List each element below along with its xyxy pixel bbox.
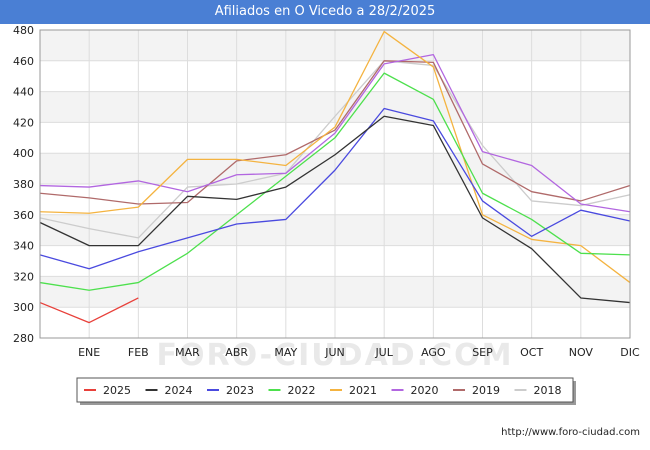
- legend-label-2025: 2025: [103, 384, 131, 397]
- x-tick-label: JUN: [324, 346, 345, 359]
- legend-label-2021: 2021: [349, 384, 377, 397]
- series-line-2020: [39, 53, 631, 213]
- x-tick-label: DIC: [620, 346, 640, 359]
- series-line-2024: [39, 115, 631, 304]
- legend-box: [76, 377, 574, 403]
- x-axis-ticks: ENE FEB MAR ABR MAY JUN JUL AGO SEP OCT NOV DIC: [78, 346, 640, 359]
- legend-label-2019: 2019: [472, 384, 500, 397]
- series-line-2023: [39, 107, 631, 270]
- y-tick-label: 360: [13, 209, 34, 222]
- y-tick-label: 280: [13, 332, 34, 345]
- x-tick-label: ENE: [78, 346, 100, 359]
- series-line-2021: [39, 30, 631, 284]
- series-line-2022: [39, 72, 631, 291]
- series-line-2025: [39, 297, 139, 324]
- x-tick-label: NOV: [569, 346, 594, 359]
- footer-url: http://www.foro-ciudad.com: [501, 427, 640, 438]
- x-tick-label: OCT: [520, 346, 543, 359]
- legend-label-2022: 2022: [288, 384, 316, 397]
- watermark: FORO-CIUDAD.COM: [157, 338, 514, 373]
- y-axis-ticks: 280 300 320 340 360 380 400 420 440 460 480: [13, 24, 34, 345]
- series-lines: [39, 30, 631, 324]
- legend-label-2018: 2018: [534, 384, 562, 397]
- x-tick-label: MAR: [175, 346, 200, 359]
- legend-label-2023: 2023: [226, 384, 254, 397]
- chart-title: Afiliados en O Vicedo a 28/2/2025: [0, 0, 650, 24]
- series-line-2018: [39, 60, 631, 239]
- y-tick-label: 340: [13, 240, 34, 253]
- y-tick-label: 400: [13, 147, 34, 160]
- y-tick-label: 320: [13, 270, 34, 283]
- x-tick-label: SEP: [472, 346, 493, 359]
- x-tick-label: AGO: [421, 346, 446, 359]
- y-tick-label: 480: [13, 24, 34, 37]
- series-line-2019: [39, 60, 631, 205]
- y-tick-label: 460: [13, 55, 34, 68]
- x-tick-label: FEB: [128, 346, 149, 359]
- y-tick-label: 380: [13, 178, 34, 191]
- x-tick-label: ABR: [225, 346, 248, 359]
- y-tick-label: 440: [13, 86, 34, 99]
- y-tick-label: 420: [13, 116, 34, 129]
- legend-label-2024: 2024: [165, 384, 193, 397]
- x-tick-label: JUL: [374, 346, 393, 359]
- y-tick-label: 300: [13, 301, 34, 314]
- plot-border: [39, 29, 631, 339]
- legend: 2025 2024 2023 2022 2021 2020 2019 2018: [76, 377, 576, 405]
- x-tick-label: MAY: [274, 346, 297, 359]
- legend-label-2020: 2020: [411, 384, 439, 397]
